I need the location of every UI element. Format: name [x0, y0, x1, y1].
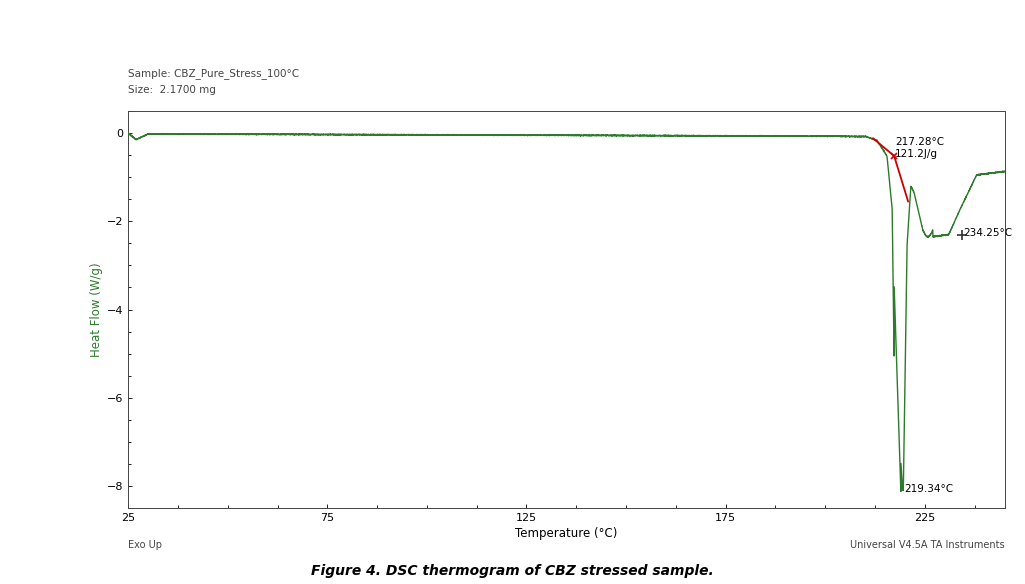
- Text: 217.28°C
121.2J/g: 217.28°C 121.2J/g: [895, 137, 944, 159]
- Text: Sample: CBZ_Pure_Stress_100°C: Sample: CBZ_Pure_Stress_100°C: [128, 68, 299, 79]
- Y-axis label: Heat Flow (W/g): Heat Flow (W/g): [89, 262, 103, 357]
- Text: Exo Up: Exo Up: [128, 540, 162, 550]
- X-axis label: Temperature (°C): Temperature (°C): [516, 527, 617, 540]
- Text: 219.34°C: 219.34°C: [904, 484, 953, 494]
- Text: 234.25°C: 234.25°C: [964, 228, 1013, 238]
- Text: Figure 4. DSC thermogram of CBZ stressed sample.: Figure 4. DSC thermogram of CBZ stressed…: [312, 564, 713, 578]
- Text: Universal V4.5A TA Instruments: Universal V4.5A TA Instruments: [850, 540, 1004, 550]
- Text: Size:  2.1700 mg: Size: 2.1700 mg: [128, 85, 216, 95]
